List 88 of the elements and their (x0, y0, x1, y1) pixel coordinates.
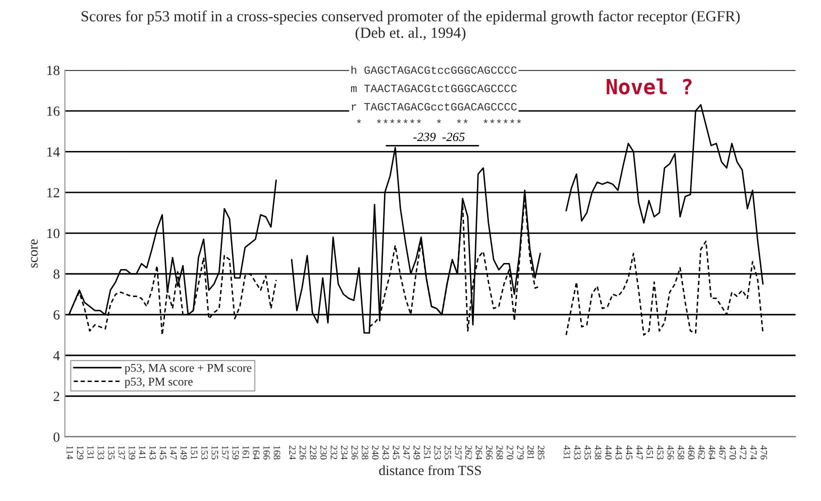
x-tick-label: 262 (465, 446, 472, 460)
x-tick-label: 157 (222, 446, 228, 460)
x-axis-title: distance from TSS (379, 465, 481, 476)
x-tick-label: 155 (212, 446, 218, 460)
annotation: * ******* * ** ****** (356, 119, 521, 124)
x-tick-label: 281 (527, 446, 534, 460)
x-tick-label: 433 (574, 445, 581, 460)
legend-label: p53, PM score (124, 378, 193, 388)
x-tick-label: 447 (636, 445, 643, 460)
x-tick-label: 143 (149, 446, 156, 460)
annotation: h GAGCTAGACGtccGGGCAGCCCC (352, 66, 517, 74)
x-tick-label: 245 (392, 446, 400, 460)
x-tick-label: 161 (242, 446, 250, 460)
x-tick-label: 240 (372, 446, 379, 460)
x-tick-label: 266 (486, 446, 493, 460)
y-tick-label: 6 (54, 310, 60, 320)
x-tick-label: 243 (382, 446, 389, 460)
x-tick-label: 257 (454, 446, 462, 460)
x-tick-label: 474 (750, 445, 757, 460)
x-tick-label: 470 (729, 445, 736, 460)
x-tick-label: 232 (330, 446, 338, 460)
y-tick-label: 8 (54, 269, 60, 279)
x-tick-label: 438 (594, 445, 602, 460)
x-tick-label: 166 (263, 446, 270, 460)
x-tick-label: 460 (688, 445, 695, 460)
x-tick-label: 462 (698, 445, 705, 460)
annotation: m TAACTAGACGtctGGGCAGCCCC (351, 84, 517, 92)
x-tick-label: 135 (108, 446, 115, 460)
x-tick-label: 264 (476, 446, 482, 460)
x-tick-label: 129 (76, 446, 84, 460)
x-tick-label: 147 (170, 446, 177, 460)
x-tick-label: 467 (719, 445, 726, 460)
x-tick-label: 268 (496, 446, 503, 460)
x-tick-label: 279 (517, 446, 524, 460)
x-tick-label: 168 (274, 446, 280, 460)
y-tick-label: 18 (47, 66, 60, 76)
y-axis-title: score (31, 239, 38, 268)
x-tick-label: 453 (656, 445, 664, 460)
x-tick-label: 131 (87, 446, 94, 460)
x-tick-label: 164 (252, 446, 260, 460)
annotation: r TAGCTAGACGcctGGACAGCCCC (352, 102, 517, 111)
x-tick-label: 431 (564, 445, 570, 460)
x-tick-label: 114 (66, 446, 74, 460)
y-tick-label: 14 (47, 147, 60, 156)
y-tick-label: 16 (47, 106, 60, 116)
x-tick-label: 133 (98, 446, 104, 460)
x-tick-label: 230 (320, 446, 327, 460)
annotation: -239 -265 (413, 132, 465, 142)
x-tick-label: 226 (300, 446, 306, 460)
x-tick-label: 228 (310, 446, 317, 460)
x-tick-label: 443 (615, 445, 622, 460)
x-tick-label: 153 (201, 446, 208, 460)
x-tick-label: 159 (232, 446, 239, 460)
x-tick-label: 149 (180, 446, 188, 460)
y-tick-label: 0 (54, 432, 60, 442)
x-tick-label: 224 (289, 446, 296, 460)
x-tick-label: 236 (351, 446, 358, 460)
x-tick-label: 234 (341, 446, 348, 460)
x-tick-label: 445 (626, 445, 632, 460)
x-tick-label: 440 (605, 445, 612, 460)
y-tick-label: 12 (47, 188, 60, 198)
chart-subtitle: (Deb et. al., 1994) (356, 27, 466, 41)
x-tick-label: 451 (646, 445, 654, 460)
x-tick-label: 285 (538, 446, 544, 460)
legend-label: p53, MA score + PM score (124, 364, 252, 374)
annotation: Novel ? (606, 78, 692, 95)
x-tick-label: 270 (506, 446, 514, 460)
x-tick-label: 238 (362, 446, 368, 460)
x-tick-label: 253 (434, 446, 441, 460)
x-tick-label: 247 (403, 446, 410, 460)
x-tick-label: 249 (414, 446, 420, 460)
x-tick-label: 141 (139, 446, 146, 460)
x-tick-label: 251 (424, 446, 430, 460)
x-tick-label: 139 (128, 446, 136, 460)
x-tick-label: 464 (708, 445, 716, 460)
x-tick-label: 145 (160, 446, 166, 460)
x-tick-label: 458 (678, 445, 684, 460)
x-tick-label: 476 (760, 445, 768, 460)
y-tick-label: 4 (53, 351, 60, 360)
x-tick-label: 456 (667, 445, 674, 460)
x-tick-label: 472 (740, 445, 746, 460)
y-tick-label: 2 (54, 392, 60, 401)
x-tick-label: 435 (584, 445, 591, 460)
y-tick-label: 10 (47, 228, 60, 238)
x-tick-label: 255 (444, 446, 452, 460)
x-tick-label: 137 (118, 446, 125, 460)
chart-title: Scores for p53 motif in a cross-species conserved promoter of the epidermal growth factor receptor (EGFR) (82, 10, 740, 25)
x-tick-label: 151 (190, 446, 198, 460)
